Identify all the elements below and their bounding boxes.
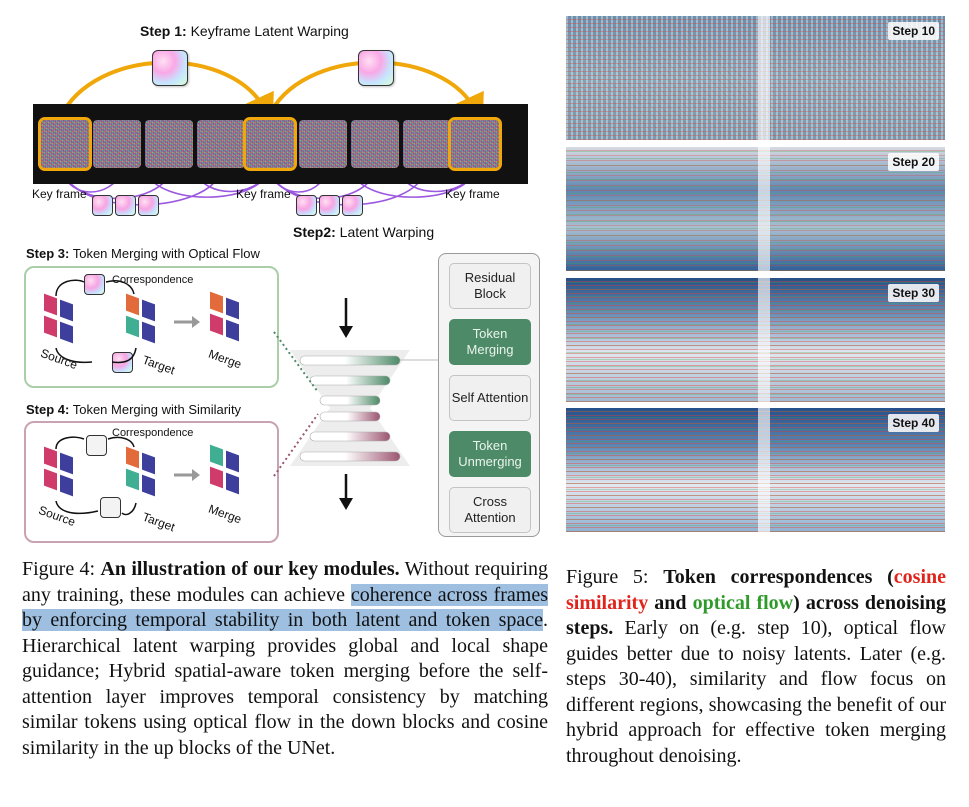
unet-diagram (273, 298, 440, 510)
figure5-caption: Figure 5: Token correspondences (cosine … (566, 565, 946, 769)
film-strip (33, 104, 528, 184)
step4-title: Step 4: Token Merging with Similarity (26, 402, 241, 417)
keyframe-label-2: Key frame (236, 187, 291, 201)
step-label: Step 20 (888, 153, 939, 171)
self-attention-block: Self Attention (449, 375, 531, 421)
frame-8 (403, 120, 451, 168)
step1-bold: Step 1: (140, 23, 187, 39)
correspondence-label: Correspondence (112, 274, 194, 286)
step3-box: Correspondence Source Target Merge (24, 266, 279, 388)
caption5-bold-c: ) across denoising steps. (566, 591, 947, 640)
token-merging-block: Token Merging (449, 319, 531, 365)
caption5-text: Early on (e.g. step 10), optical flow gu… (566, 617, 946, 767)
frame-5 (243, 117, 297, 171)
block-stack: Residual Block Token Merging Self Attent… (438, 253, 540, 537)
mini-latent (92, 195, 113, 216)
step-label: Step 30 (888, 284, 939, 302)
correspondence-panel-4: Step 40 (566, 408, 945, 532)
caption5-bold-a: Token correspondences ( (663, 566, 894, 588)
similarity-icon (100, 497, 121, 518)
correspondence-panel-3: Step 30 (566, 278, 945, 402)
flow-icon (84, 274, 105, 295)
mini-latent (296, 195, 317, 216)
caption4-text1: Without requiring any training, these mo… (22, 558, 549, 606)
caption4-bold: An illustration of our key modules. (100, 558, 400, 580)
keyframe-label-3: Key frame (445, 187, 500, 201)
caption4-text2: . Hierarchical latent warping provides g… (22, 609, 548, 759)
warped-latent-2 (358, 50, 394, 86)
caption5-bold-b: and (648, 591, 693, 614)
step4-box: Correspondence Source Target Merge (24, 421, 279, 543)
caption5-cosine: cosine similarity (566, 566, 946, 614)
step3-arrows (55, 279, 200, 364)
step2-bold: Step2: (293, 224, 336, 240)
keyframe-label-1: Key frame (32, 187, 87, 201)
similarity-icon (86, 435, 107, 456)
cross-attention-block: Cross Attention (449, 487, 531, 533)
frame-2 (93, 120, 141, 168)
warped-latent-1 (152, 50, 188, 86)
step2-text: Latent Warping (335, 224, 435, 240)
frame-4 (197, 120, 245, 168)
panel-divider (758, 408, 770, 532)
step-label: Step 40 (888, 414, 939, 432)
frame-1 (38, 117, 92, 171)
correspondence-label: Correspondence (112, 427, 194, 439)
frame-9 (448, 117, 502, 171)
step1-text: Keyframe Latent Warping (186, 23, 349, 39)
step4-bold: Step 4: (26, 402, 70, 417)
frame-6 (299, 120, 347, 168)
frame-3 (145, 120, 193, 168)
step2-title: Step2: Latent Warping (293, 224, 434, 240)
mini-latent (342, 195, 363, 216)
step3-bold: Step 3: (26, 246, 70, 261)
step3-text: Token Merging with Optical Flow (69, 246, 260, 261)
frame-7 (351, 120, 399, 168)
panel-divider (758, 147, 770, 271)
residual-block: Residual Block (449, 263, 531, 309)
panel-divider (758, 16, 770, 140)
caption4-prefix: Figure 4: (22, 558, 101, 580)
step-label: Step 10 (888, 22, 939, 40)
step4-text: Token Merging with Similarity (69, 402, 242, 417)
step3-title: Step 3: Token Merging with Optical Flow (26, 246, 260, 261)
step1-title: Step 1: Keyframe Latent Warping (140, 23, 349, 39)
caption5-prefix: Figure 5: (566, 566, 664, 588)
mini-latent (138, 195, 159, 216)
mini-latent (115, 195, 136, 216)
correspondence-panel-2: Step 20 (566, 147, 945, 271)
token-unmerging-block: Token Unmerging (449, 431, 531, 477)
figure4-caption: Figure 4: An illustration of our key mod… (22, 557, 548, 761)
correspondence-panel-1: Step 10 (566, 16, 945, 140)
caption5-flow: optical flow (692, 591, 794, 614)
panel-divider (758, 278, 770, 402)
mini-latent (319, 195, 340, 216)
step4-arrows (55, 436, 200, 516)
